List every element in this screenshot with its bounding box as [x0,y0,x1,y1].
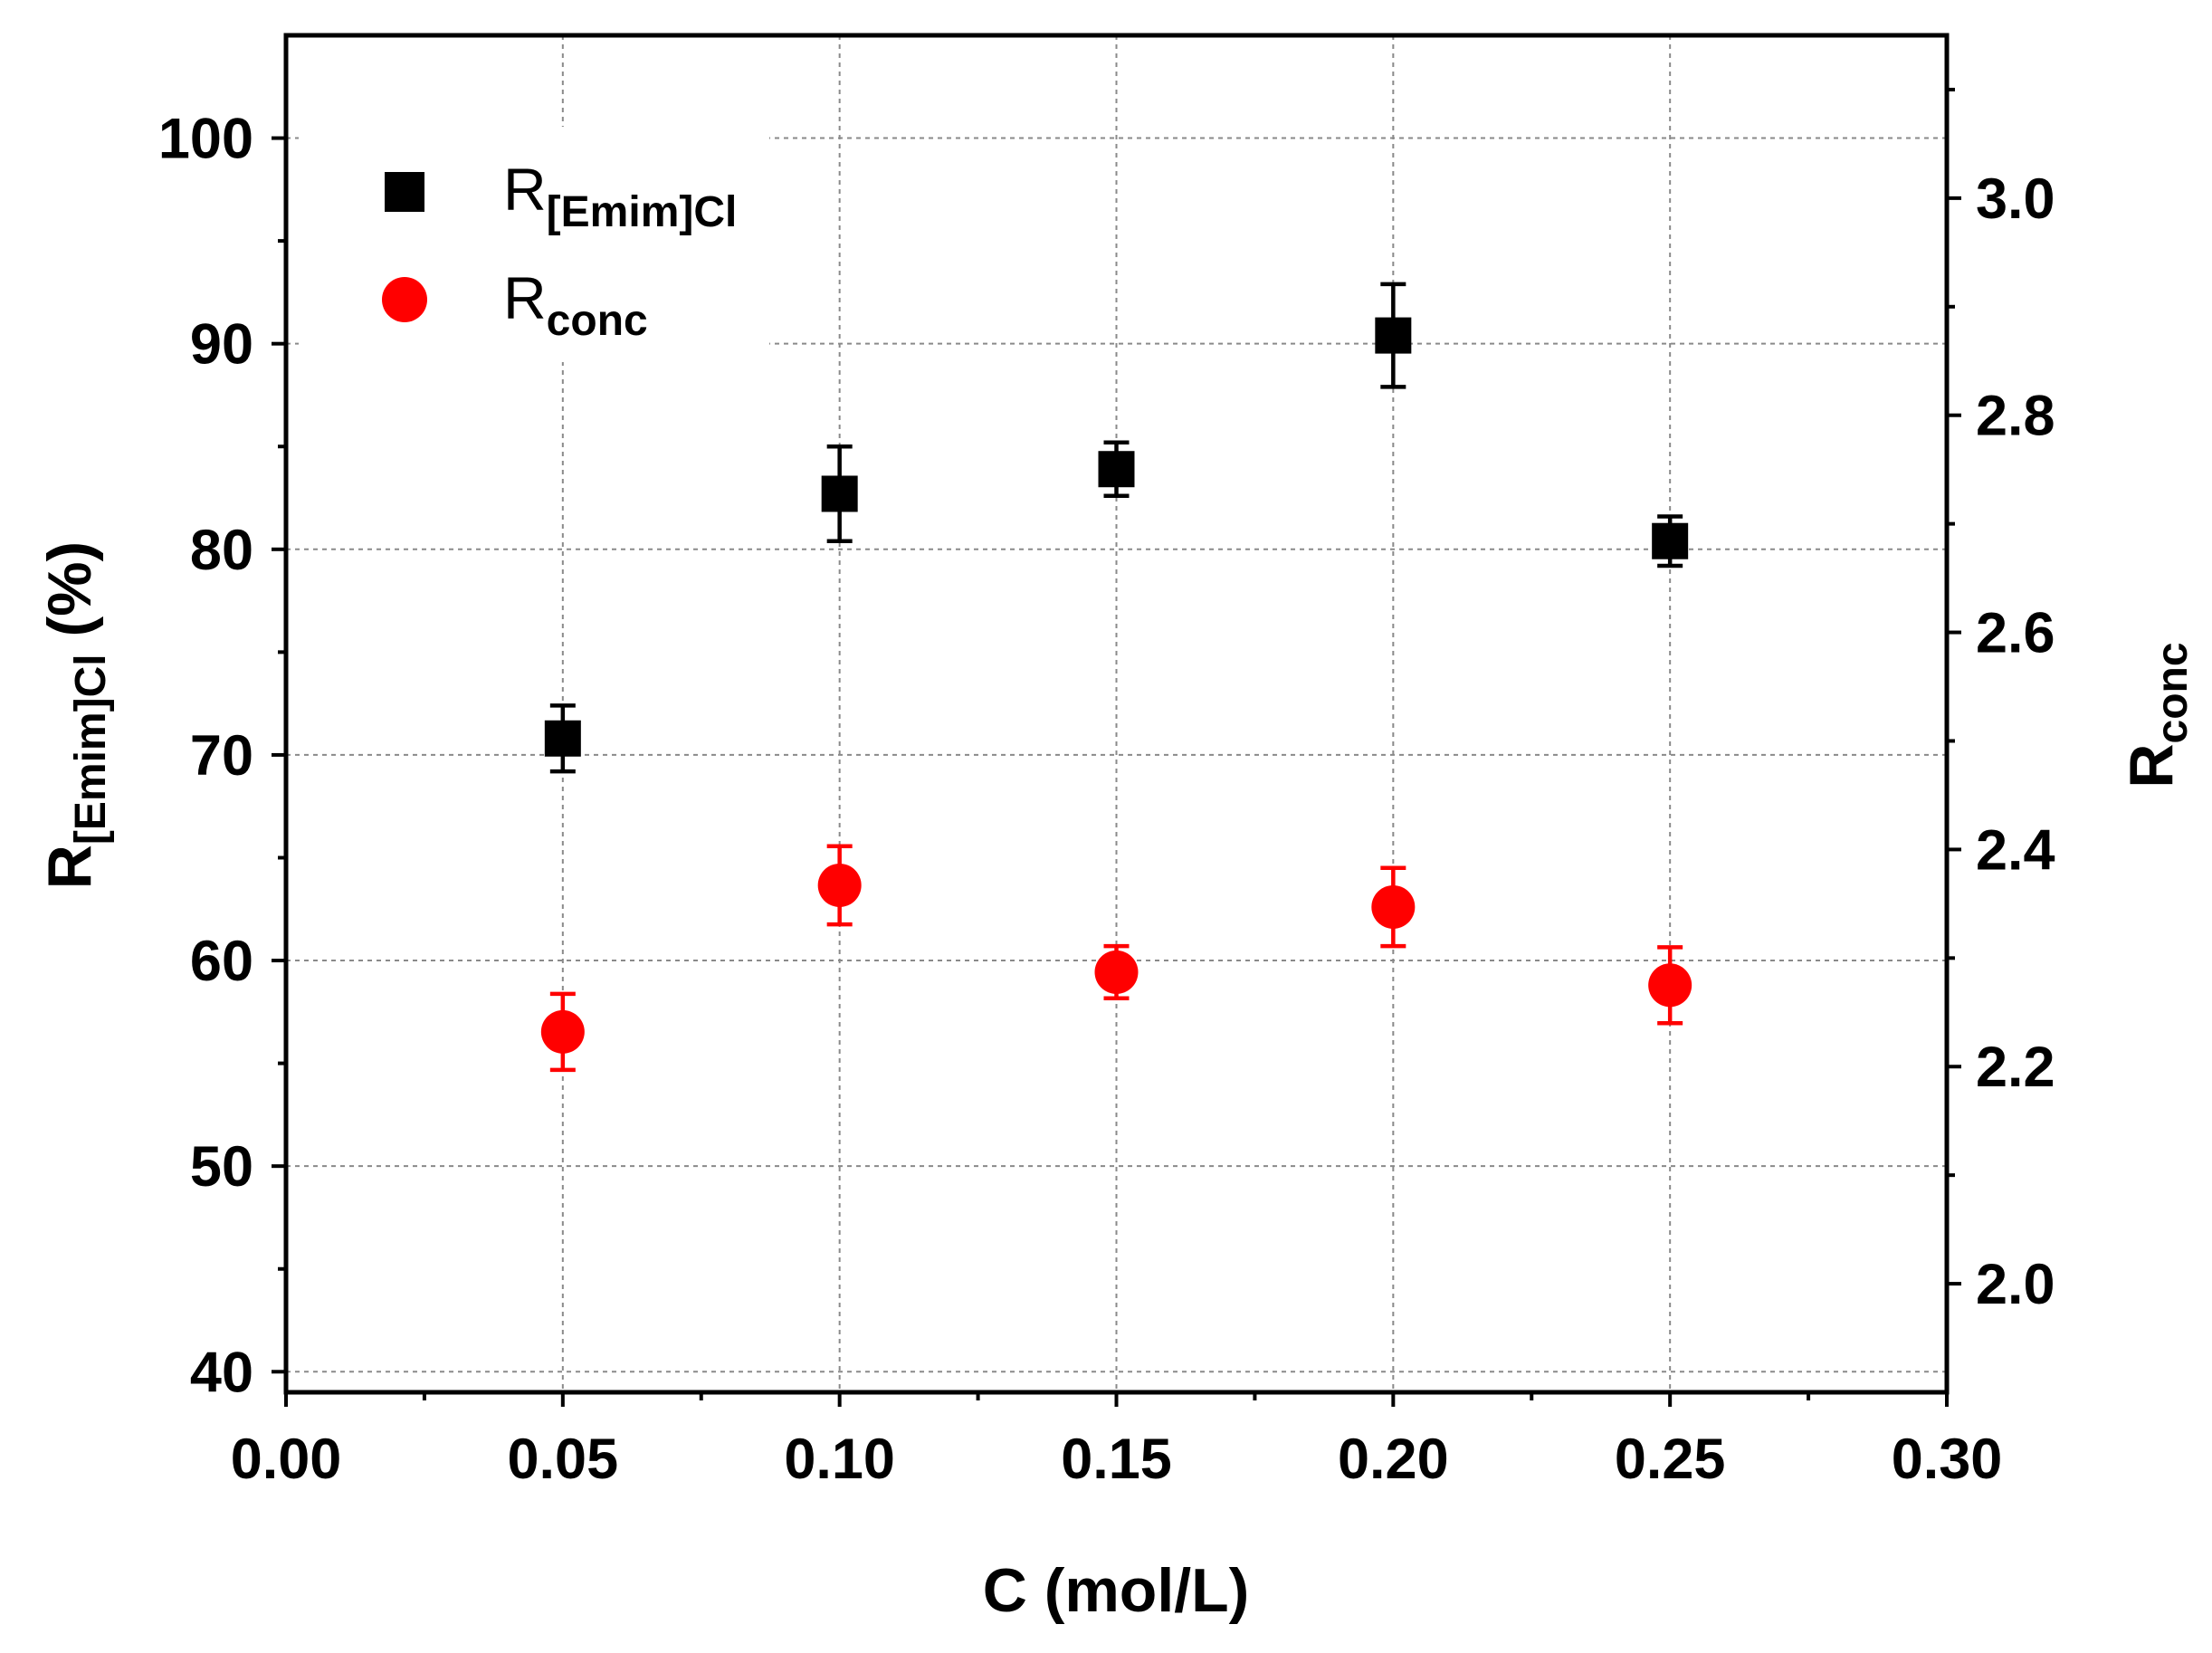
y-left-tick-label: 60 [190,930,253,993]
data-point-square [821,475,858,512]
legend: R[Emim]Cl Rconc [382,156,737,345]
data-point-circle [1648,963,1692,1008]
legend-square-marker [385,172,424,212]
x-tick-label: 0.05 [508,1428,619,1491]
series-conc [540,844,1692,1073]
axis-ticks [272,87,1961,1407]
data-point-square [1098,451,1135,488]
legend-item-conc: Rconc [382,264,648,345]
legend-background [299,127,769,362]
tick-labels: 0.00 0.05 0.10 0.15 0.20 0.25 0.30 40 50 60 70 80 90… [158,108,2055,1491]
y-right-tick-label: 2.0 [1976,1253,2055,1316]
x-tick-label: 0.00 [231,1428,342,1491]
y-left-title-main: R [35,845,104,889]
y-left-tick-label: 50 [190,1135,253,1199]
x-tick-label: 0.15 [1061,1428,1172,1491]
y-left-tick-label: 100 [158,108,253,171]
legend-label-emim: R[Emim]Cl [503,156,737,236]
data-point-square [1652,522,1689,559]
y-left-title-sub: [Emim]Cl [67,654,115,845]
y-left-title-suffix: (%) [35,541,104,655]
legend-circle-marker [382,277,427,322]
x-tick-label: 0.25 [1615,1428,1726,1491]
x-tick-label: 0.20 [1338,1428,1449,1491]
data-point-square [544,720,581,757]
legend-conc-main: R [503,264,547,331]
y-left-tick-label: 90 [190,313,253,377]
y-right-tick-label: 2.6 [1976,602,2055,665]
data-point-circle [1371,884,1416,929]
y-right-axis-title: Rconc [2117,642,2197,788]
y-left-tick-label: 70 [190,724,253,788]
y-left-tick-label: 40 [190,1341,253,1404]
data-point-square [1375,317,1412,354]
y-right-tick-label: 3.0 [1976,167,2055,231]
legend-conc-sub: conc [547,297,648,345]
data-point-circle [1094,950,1139,994]
y-right-tick-label: 2.8 [1976,385,2055,448]
series-emimcl [544,282,1689,774]
data-point-circle [540,1009,585,1054]
plot-frame [283,33,1950,1395]
y-left-axis-title: R[Emim]Cl (%) [35,541,115,889]
legend-emim-sub: [Emim]Cl [547,188,738,236]
x-axis-title: C (mol/L) [983,1556,1250,1625]
y-right-tick-label: 2.2 [1976,1036,2055,1099]
x-tick-label: 0.30 [1892,1428,2003,1491]
y-right-title-main: R [2117,743,2186,788]
legend-item-emim: R[Emim]Cl [385,156,737,236]
y-right-title-sub: conc [2149,642,2197,743]
data-series [540,282,1692,1073]
y-left-tick-label: 80 [190,519,253,582]
legend-emim-main: R [503,156,547,223]
legend-label-conc: Rconc [503,264,648,345]
y-right-tick-label: 2.4 [1976,818,2055,882]
data-point-circle [817,863,862,907]
x-tick-label: 0.10 [784,1428,895,1491]
